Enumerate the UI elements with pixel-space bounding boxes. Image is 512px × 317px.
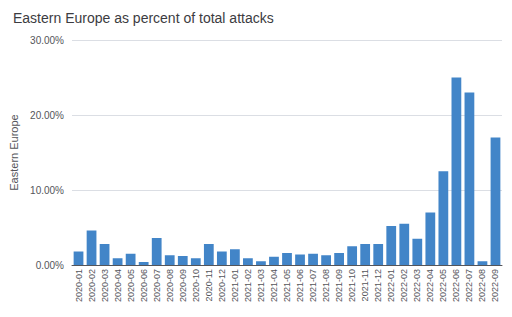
svg-text:2022-07: 2022-07 — [464, 269, 474, 302]
svg-text:2021-11: 2021-11 — [360, 269, 370, 301]
svg-text:2020-01: 2020-01 — [74, 269, 84, 302]
svg-text:2022-01: 2022-01 — [386, 269, 396, 302]
svg-text:30.00%: 30.00% — [30, 35, 64, 46]
svg-text:2020-03: 2020-03 — [100, 269, 110, 302]
svg-text:2021-03: 2021-03 — [256, 269, 266, 302]
svg-text:2020-06: 2020-06 — [139, 269, 149, 302]
svg-text:2021-01: 2021-01 — [230, 269, 240, 302]
svg-text:2021-12: 2021-12 — [373, 269, 383, 302]
svg-text:2020-10: 2020-10 — [191, 269, 201, 302]
svg-text:2021-02: 2021-02 — [243, 269, 253, 302]
svg-text:2020-07: 2020-07 — [152, 269, 162, 302]
svg-text:2020-11: 2020-11 — [204, 269, 214, 301]
svg-text:10.00%: 10.00% — [30, 185, 64, 196]
svg-text:Eastern Europe as percent of t: Eastern Europe as percent of total attac… — [13, 10, 274, 26]
svg-text:2021-04: 2021-04 — [269, 269, 279, 302]
svg-text:2020-09: 2020-09 — [178, 269, 188, 302]
svg-text:2022-08: 2022-08 — [477, 269, 487, 302]
svg-text:2022-09: 2022-09 — [490, 269, 500, 302]
svg-text:2021-09: 2021-09 — [334, 269, 344, 302]
svg-text:2020-12: 2020-12 — [217, 269, 227, 302]
svg-text:2022-04: 2022-04 — [425, 269, 435, 302]
svg-text:2021-08: 2021-08 — [321, 269, 331, 302]
svg-text:2020-08: 2020-08 — [165, 269, 175, 302]
svg-text:2022-02: 2022-02 — [399, 269, 409, 302]
svg-text:2020-02: 2020-02 — [87, 269, 97, 302]
svg-text:2021-05: 2021-05 — [282, 269, 292, 302]
svg-text:2021-06: 2021-06 — [295, 269, 305, 302]
svg-text:0.00%: 0.00% — [36, 260, 64, 271]
svg-text:2020-04: 2020-04 — [113, 269, 123, 302]
svg-text:20.00%: 20.00% — [30, 110, 64, 121]
svg-text:2020-05: 2020-05 — [126, 269, 136, 302]
svg-text:Eastern Europe: Eastern Europe — [8, 114, 20, 190]
svg-text:2022-03: 2022-03 — [412, 269, 422, 302]
svg-text:2022-06: 2022-06 — [451, 269, 461, 302]
svg-text:2021-10: 2021-10 — [347, 269, 357, 302]
svg-text:2022-05: 2022-05 — [438, 269, 448, 302]
svg-text:2021-07: 2021-07 — [308, 269, 318, 302]
